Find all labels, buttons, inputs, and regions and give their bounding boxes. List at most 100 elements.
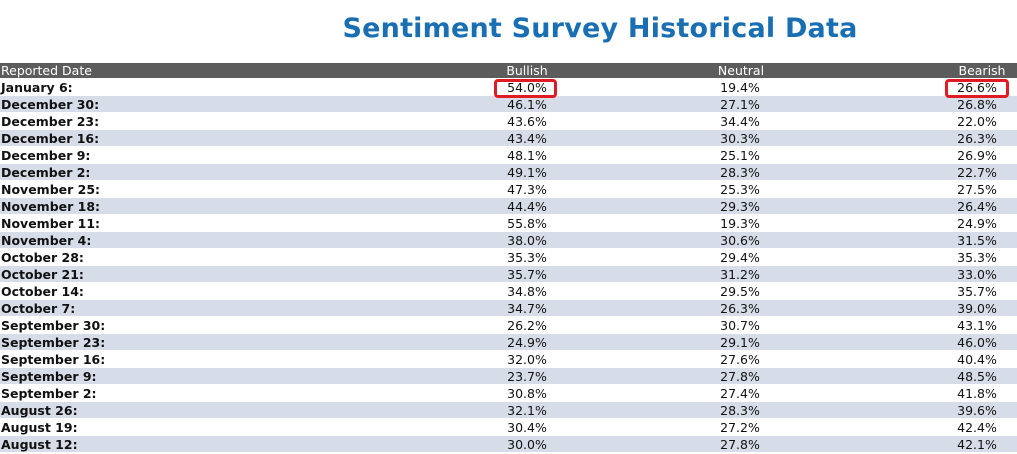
bullish-cell: 26.2% xyxy=(507,318,547,333)
bearish-cell: 33.0% xyxy=(957,267,997,282)
header-reported-date: Reported Date xyxy=(1,63,92,78)
table-row: October 21: 35.7% 31.2% 33.0% xyxy=(0,266,1017,283)
bearish-cell: 48.5% xyxy=(957,369,997,384)
neutral-cell: 25.1% xyxy=(720,148,760,163)
table-row: August 19: 30.4% 27.2% 42.4% xyxy=(0,419,1017,436)
bullish-cell: 46.1% xyxy=(507,97,547,112)
date-cell: October 28: xyxy=(1,250,84,265)
bearish-cell: 22.7% xyxy=(957,165,997,180)
neutral-cell: 29.3% xyxy=(720,199,760,214)
neutral-cell: 29.5% xyxy=(720,284,760,299)
date-cell: October 21: xyxy=(1,267,84,282)
table-row: December 30: 46.1% 27.1% 26.8% xyxy=(0,96,1017,113)
date-cell: January 6: xyxy=(1,80,73,95)
bearish-cell: 42.1% xyxy=(957,437,997,452)
bearish-cell: 35.7% xyxy=(957,284,997,299)
bullish-cell: 24.9% xyxy=(507,335,547,350)
table-row: August 26: 32.1% 28.3% 39.6% xyxy=(0,402,1017,419)
bullish-cell: 44.4% xyxy=(507,199,547,214)
bearish-cell: 26.6% xyxy=(957,80,997,95)
bullish-cell: 34.8% xyxy=(507,284,547,299)
date-cell: November 11: xyxy=(1,216,101,231)
neutral-cell: 27.8% xyxy=(720,437,760,452)
date-cell: October 14: xyxy=(1,284,84,299)
bullish-cell: 54.0% xyxy=(507,80,547,95)
bullish-cell: 30.8% xyxy=(507,386,547,401)
neutral-cell: 30.6% xyxy=(720,233,760,248)
neutral-cell: 19.3% xyxy=(720,216,760,231)
neutral-cell: 27.8% xyxy=(720,369,760,384)
date-cell: December 23: xyxy=(1,114,100,129)
neutral-cell: 29.1% xyxy=(720,335,760,350)
bearish-cell: 26.4% xyxy=(957,199,997,214)
bullish-cell: 23.7% xyxy=(507,369,547,384)
bullish-cell: 34.7% xyxy=(507,301,547,316)
neutral-cell: 27.1% xyxy=(720,97,760,112)
bearish-cell: 39.0% xyxy=(957,301,997,316)
table-row: September 16: 32.0% 27.6% 40.4% xyxy=(0,351,1017,368)
bearish-cell: 27.5% xyxy=(957,182,997,197)
bullish-cell: 35.3% xyxy=(507,250,547,265)
bearish-cell: 24.9% xyxy=(957,216,997,231)
bearish-cell: 43.1% xyxy=(957,318,997,333)
page-title: Sentiment Survey Historical Data xyxy=(342,13,858,44)
date-cell: October 7: xyxy=(1,301,76,316)
bullish-cell: 32.1% xyxy=(507,403,547,418)
table-row: November 18: 44.4% 29.3% 26.4% xyxy=(0,198,1017,215)
date-cell: September 9: xyxy=(1,369,97,384)
neutral-cell: 28.3% xyxy=(720,165,760,180)
table-row: September 9: 23.7% 27.8% 48.5% xyxy=(0,368,1017,385)
table-row: December 16: 43.4% 30.3% 26.3% xyxy=(0,130,1017,147)
bearish-cell: 26.9% xyxy=(957,148,997,163)
neutral-cell: 31.2% xyxy=(720,267,760,282)
table-row: September 23: 24.9% 29.1% 46.0% xyxy=(0,334,1017,351)
neutral-cell: 26.3% xyxy=(720,301,760,316)
date-cell: September 23: xyxy=(1,335,106,350)
bullish-cell: 43.4% xyxy=(507,131,547,146)
table-row: November 11: 55.8% 19.3% 24.9% xyxy=(0,215,1017,232)
neutral-cell: 29.4% xyxy=(720,250,760,265)
neutral-cell: 25.3% xyxy=(720,182,760,197)
date-cell: September 30: xyxy=(1,318,106,333)
table-row: November 4: 38.0% 30.6% 31.5% xyxy=(0,232,1017,249)
neutral-cell: 27.4% xyxy=(720,386,760,401)
bullish-cell: 49.1% xyxy=(507,165,547,180)
table-header-row: Reported Date Bullish Neutral Bearish xyxy=(0,63,1017,79)
table-row: January 6: 54.0% 19.4% 26.6% xyxy=(0,79,1017,96)
table-row: December 23: 43.6% 34.4% 22.0% xyxy=(0,113,1017,130)
bullish-cell: 32.0% xyxy=(507,352,547,367)
bearish-cell: 26.3% xyxy=(957,131,997,146)
bearish-cell: 42.4% xyxy=(957,420,997,435)
date-cell: December 2: xyxy=(1,165,91,180)
date-cell: September 16: xyxy=(1,352,106,367)
bullish-cell: 38.0% xyxy=(507,233,547,248)
date-cell: November 18: xyxy=(1,199,101,214)
table-row: October 28: 35.3% 29.4% 35.3% xyxy=(0,249,1017,266)
bullish-cell: 30.0% xyxy=(507,437,547,452)
date-cell: December 9: xyxy=(1,148,91,163)
table-row: October 7: 34.7% 26.3% 39.0% xyxy=(0,300,1017,317)
bearish-cell: 35.3% xyxy=(957,250,997,265)
header-bullish: Bullish xyxy=(506,63,548,78)
table-row: September 30: 26.2% 30.7% 43.1% xyxy=(0,317,1017,334)
bullish-cell: 30.4% xyxy=(507,420,547,435)
neutral-cell: 34.4% xyxy=(720,114,760,129)
bearish-cell: 46.0% xyxy=(957,335,997,350)
sentiment-table: Reported Date Bullish Neutral Bearish Ja… xyxy=(0,63,1017,453)
bearish-cell: 39.6% xyxy=(957,403,997,418)
date-cell: November 25: xyxy=(1,182,101,197)
bearish-cell: 22.0% xyxy=(957,114,997,129)
table-body: January 6: 54.0% 19.4% 26.6% December 30: 46.… xyxy=(0,79,1017,453)
table-row: December 9: 48.1% 25.1% 26.9% xyxy=(0,147,1017,164)
neutral-cell: 30.7% xyxy=(720,318,760,333)
neutral-cell: 30.3% xyxy=(720,131,760,146)
date-cell: August 19: xyxy=(1,420,78,435)
neutral-cell: 27.2% xyxy=(720,420,760,435)
bullish-cell: 43.6% xyxy=(507,114,547,129)
bullish-cell: 47.3% xyxy=(507,182,547,197)
bearish-cell: 26.8% xyxy=(957,97,997,112)
date-cell: August 26: xyxy=(1,403,78,418)
neutral-cell: 19.4% xyxy=(720,80,760,95)
date-cell: November 4: xyxy=(1,233,92,248)
bullish-cell: 48.1% xyxy=(507,148,547,163)
